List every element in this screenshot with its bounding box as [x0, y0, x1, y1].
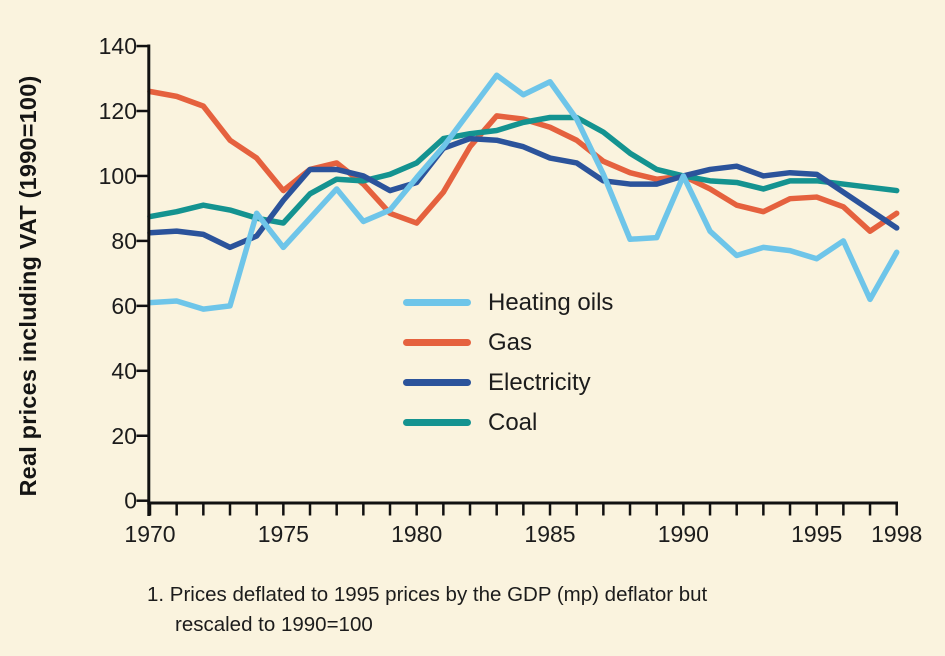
y-tick-label: 40 — [111, 358, 137, 384]
legend: Heating oils Gas Electricity Coal — [403, 289, 613, 436]
y-tick-label: 20 — [111, 423, 137, 449]
legend-label: Heating oils — [488, 288, 614, 316]
series-line-gas — [147, 88, 900, 234]
heating-oils-line-swatch — [403, 299, 471, 306]
x-tick-label: 1990 — [658, 521, 709, 547]
footnote-line-2: rescaled to 1990=100 — [175, 613, 373, 636]
x-tick-label: 1980 — [391, 521, 442, 547]
series-lines — [147, 72, 900, 312]
legend-label: Electricity — [488, 368, 591, 396]
x-tick-label: 1998 — [871, 521, 922, 547]
y-tick-label: 140 — [99, 33, 137, 59]
legend-item-coal: Coal — [403, 409, 613, 436]
electricity-line-swatch — [403, 379, 471, 386]
x-tick-label: 1995 — [791, 521, 842, 547]
x-tick-label: 1970 — [124, 521, 175, 547]
y-axis-title: Real prices including VAT (1990=100) — [15, 75, 41, 497]
x-tick-label: 1975 — [258, 521, 309, 547]
gas-line-swatch — [403, 339, 471, 346]
legend-item-gas: Gas — [403, 329, 613, 356]
legend-label: Gas — [488, 328, 533, 356]
series-line-heating-oils — [147, 72, 900, 312]
footnote: 1. Prices deflated to 1995 prices by the… — [147, 580, 707, 640]
series-line-coal — [147, 114, 900, 226]
tick-labels: 0 20 40 60 80 100 120 140 1970 1975 1980 1985 1990 19… — [99, 33, 923, 547]
y-tick-label: 80 — [111, 228, 137, 254]
x-tick-label: 1985 — [524, 521, 575, 547]
y-tick-label: 60 — [111, 293, 137, 319]
series-line-electricity — [147, 135, 900, 251]
legend-item-electricity: Electricity — [403, 369, 613, 396]
axes — [136, 44, 898, 516]
coal-line-swatch — [403, 419, 471, 426]
y-tick-label: 120 — [99, 98, 137, 124]
y-tick-label: 0 — [124, 488, 137, 514]
y-tick-label: 100 — [99, 163, 137, 189]
footnote-line-1: 1. Prices deflated to 1995 prices by the… — [147, 583, 708, 606]
legend-label: Coal — [488, 408, 538, 436]
legend-item-heating-oils: Heating oils — [403, 289, 613, 316]
